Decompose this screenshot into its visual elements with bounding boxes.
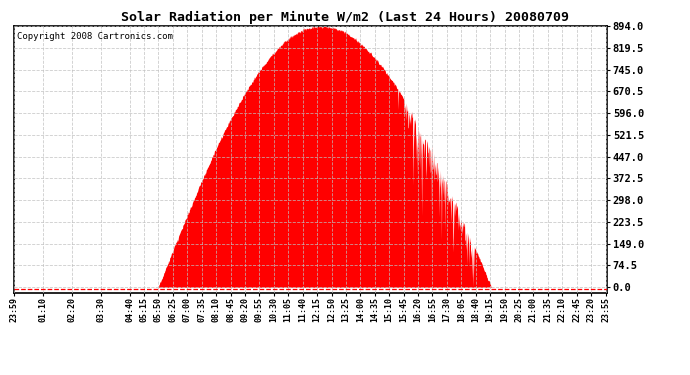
Text: Solar Radiation per Minute W/m2 (Last 24 Hours) 20080709: Solar Radiation per Minute W/m2 (Last 24…	[121, 11, 569, 24]
Text: Copyright 2008 Cartronics.com: Copyright 2008 Cartronics.com	[17, 32, 172, 40]
